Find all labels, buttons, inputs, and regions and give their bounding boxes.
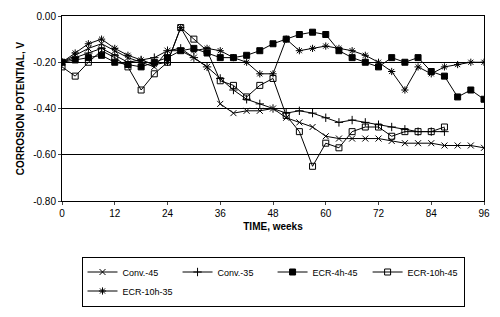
- svg-text:TIME, weeks: TIME, weeks: [243, 221, 303, 232]
- svg-text:48: 48: [267, 208, 279, 219]
- svg-text:ECR-4h-45: ECR-4h-45: [313, 268, 358, 278]
- svg-text:Conv.-35: Conv.-35: [218, 268, 254, 278]
- svg-text:12: 12: [109, 208, 121, 219]
- svg-text:Conv.-45: Conv.-45: [123, 268, 159, 278]
- svg-text:0.00: 0.00: [37, 11, 57, 22]
- svg-text:-0.80: -0.80: [33, 196, 56, 207]
- svg-text:72: 72: [373, 208, 385, 219]
- svg-text:-0.40: -0.40: [33, 103, 56, 114]
- svg-text:60: 60: [320, 208, 332, 219]
- svg-text:24: 24: [162, 208, 174, 219]
- svg-text:ECR-10h-45: ECR-10h-45: [408, 268, 458, 278]
- svg-text:36: 36: [215, 208, 227, 219]
- svg-text:CORROSION POTENTIAL, V: CORROSION POTENTIAL, V: [15, 42, 26, 176]
- svg-text:0: 0: [59, 208, 65, 219]
- svg-text:84: 84: [426, 208, 438, 219]
- svg-text:-0.20: -0.20: [33, 57, 56, 68]
- svg-text:96: 96: [478, 208, 490, 219]
- svg-text:ECR-10h-35: ECR-10h-35: [123, 287, 173, 297]
- svg-text:-0.60: -0.60: [33, 149, 56, 160]
